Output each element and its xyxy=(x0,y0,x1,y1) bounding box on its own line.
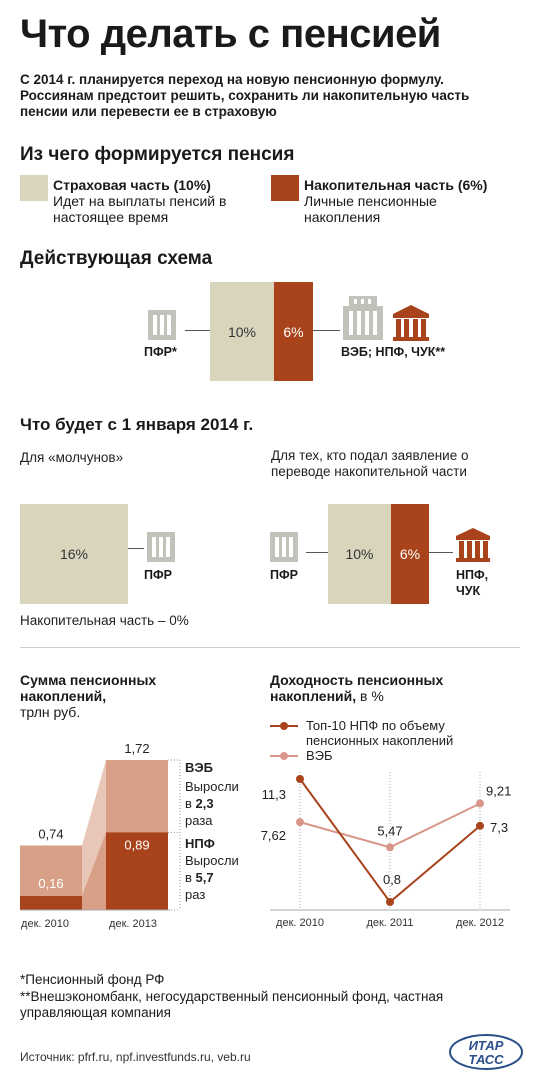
silent-pfr-icon xyxy=(147,532,175,562)
silent-connector xyxy=(128,548,144,549)
current-connector-right xyxy=(313,330,340,331)
itar-tass-logo: ИТАР ТАСС xyxy=(449,1034,523,1070)
data-point xyxy=(476,799,484,808)
series-name: ВЭБ xyxy=(185,760,213,775)
current-right-label: ВЭБ; НПФ, ЧУК** xyxy=(341,345,446,359)
value-label: 0,74 xyxy=(38,826,63,841)
yield-chart-unit: в % xyxy=(360,688,384,704)
current-accumulative-box: 6% xyxy=(274,282,313,381)
data-point xyxy=(296,775,304,783)
applied-pfr-icon xyxy=(270,532,298,562)
series-note: раз xyxy=(185,887,205,902)
data-point xyxy=(386,898,394,906)
pfr-building-icon xyxy=(148,310,176,340)
source-text: Источник: pfrf.ru, npf.investfunds.ru, v… xyxy=(20,1050,251,1064)
applied-connector-left xyxy=(306,552,328,553)
accumulative-desc: Личные пенсионные накопления xyxy=(304,193,437,225)
veb-building-icon xyxy=(343,296,383,340)
yield-chart-title: Доходность пенсионных накоплений, xyxy=(270,672,444,704)
legend-label-veb: ВЭБ xyxy=(306,748,333,763)
savings-chart-title: Сумма пенсионных накоплений, xyxy=(20,672,157,704)
applied-right-label: НПФ, ЧУК xyxy=(456,568,489,598)
series-note: в 2,3 xyxy=(185,796,214,811)
current-scheme-heading: Действующая схема xyxy=(20,248,213,269)
value-label: 1,72 xyxy=(124,741,149,756)
data-label: 11,3 xyxy=(262,787,286,802)
legend-marker-veb xyxy=(280,752,288,760)
data-label: 7,62 xyxy=(261,828,286,843)
data-point xyxy=(386,843,394,852)
insurance-title: Страховая часть (10%) xyxy=(53,177,211,193)
insurance-legend: Страховая часть (10%) Идет на выплаты пе… xyxy=(53,177,253,225)
npf-building-icon xyxy=(393,305,429,341)
savings-chart: 0,74 1,72 0,16 0,89 дек. 2010 дек. 2013 ВЭБ Выр… xyxy=(20,741,239,930)
savings-chart-subtitle: трлн руб. xyxy=(20,704,81,720)
data-point xyxy=(476,821,484,830)
value-label: 0,16 xyxy=(38,876,63,891)
composition-heading: Из чего формируется пенсия xyxy=(20,144,295,165)
current-insurance-box: 10% xyxy=(210,282,274,381)
applied-npf-icon xyxy=(456,528,490,562)
legend-label-npf: Топ-10 НПФ по объему пенсионных накоплени… xyxy=(306,718,453,748)
data-label: 7,3 xyxy=(490,820,508,835)
insurance-desc: Идет на выплаты пенсий в настоящее время xyxy=(53,193,227,225)
applied-title: Для тех, кто подал заявление о переводе … xyxy=(271,448,469,479)
applied-connector-right xyxy=(429,552,453,553)
lead-text: С 2014 г. планируется переход на новую п… xyxy=(20,72,470,119)
category-label: дек. 2011 xyxy=(366,917,413,929)
bar-npf xyxy=(106,832,168,910)
silent-insurance-box: 16% xyxy=(20,504,128,604)
yield-chart-title-block: Доходность пенсионных накоплений, в % xyxy=(270,672,520,704)
series-name: НПФ xyxy=(185,836,215,851)
category-label: дек. 2012 xyxy=(456,917,504,929)
series-note: в 5,7 xyxy=(185,870,214,885)
series-note: Выросли xyxy=(185,779,239,794)
accumulative-title: Накопительная часть (6%) xyxy=(304,177,488,193)
applied-accumulative-box: 6% xyxy=(391,504,429,604)
bar-npf xyxy=(20,896,82,910)
category-label: дек. 2013 xyxy=(109,918,157,930)
series-note: раза xyxy=(185,813,213,828)
yield-chart: Топ-10 НПФ по объему пенсионных накоплени… xyxy=(261,718,512,929)
section-divider xyxy=(20,647,520,648)
applied-pfr-label: ПФР xyxy=(270,568,298,582)
data-point xyxy=(296,818,304,827)
data-label: 9,21 xyxy=(486,783,511,798)
silent-title: Для «молчунов» xyxy=(20,450,124,465)
data-label: 0,8 xyxy=(383,872,401,887)
silent-pfr-label: ПФР xyxy=(144,568,172,582)
current-connector-left xyxy=(185,330,210,331)
category-label: дек. 2010 xyxy=(21,918,69,930)
accumulative-swatch xyxy=(271,175,299,201)
savings-chart-title-block: Сумма пенсионных накоплений, трлн руб. xyxy=(20,672,230,720)
footnote-pfr: *Пенсионный фонд РФ xyxy=(20,972,165,987)
logo-line2: ТАСС xyxy=(469,1052,505,1067)
category-label: дек. 2010 xyxy=(276,917,324,929)
value-label: 0,89 xyxy=(124,837,149,852)
logo-line1: ИТАР xyxy=(469,1038,504,1053)
insurance-swatch xyxy=(20,175,48,201)
series-note: Выросли xyxy=(185,853,239,868)
page-title: Что делать с пенсией xyxy=(20,12,441,56)
applied-insurance-box: 10% xyxy=(328,504,391,604)
current-pfr-label: ПФР* xyxy=(144,345,177,359)
legend-marker-npf xyxy=(280,722,288,730)
accumulative-legend: Накопительная часть (6%) Личные пенсионн… xyxy=(304,177,514,225)
footnote-companies: **Внешэкономбанк, негосударственный пенс… xyxy=(20,989,444,1020)
npf-growth-band xyxy=(82,832,106,910)
silent-note: Накопительная часть – 0% xyxy=(20,613,189,628)
data-label: 5,47 xyxy=(377,823,402,838)
future-heading: Что будет с 1 января 2014 г. xyxy=(20,415,254,434)
